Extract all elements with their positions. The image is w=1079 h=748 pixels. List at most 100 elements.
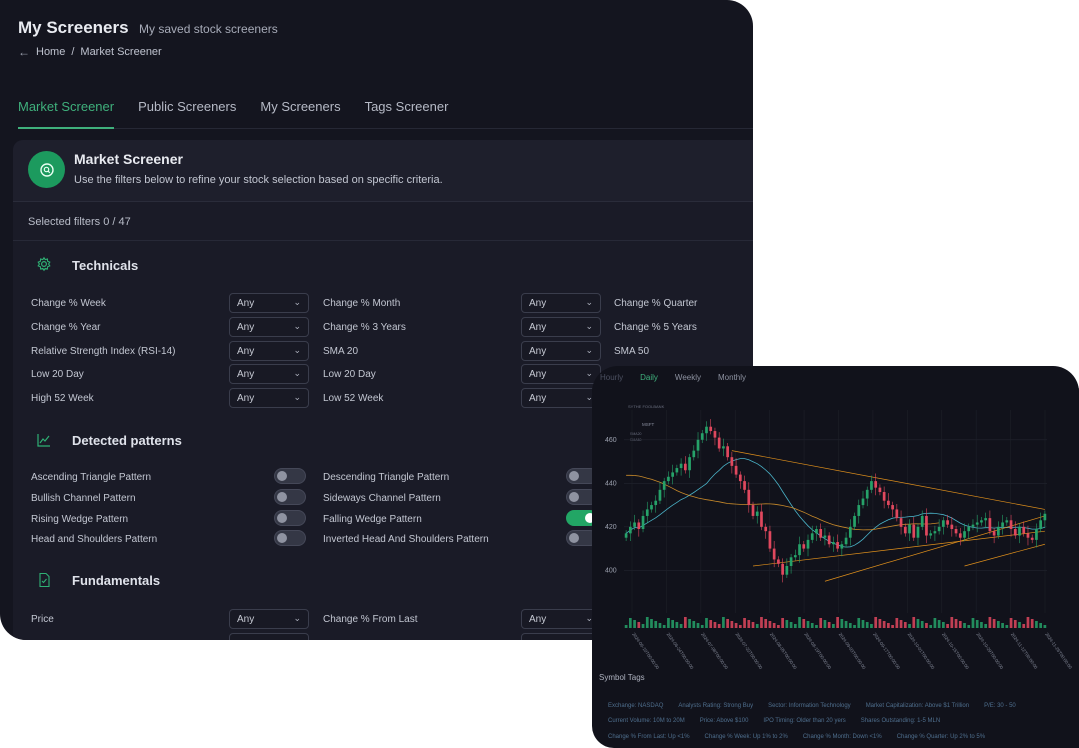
tag[interactable]: Change % Week: Up 1% to 2% bbox=[704, 734, 788, 740]
candle-body bbox=[1009, 520, 1013, 529]
tab-monthly[interactable]: Monthly bbox=[718, 373, 747, 382]
volume-bar bbox=[633, 620, 636, 628]
volume-bar bbox=[692, 621, 696, 628]
tab-weekly[interactable]: Weekly bbox=[674, 373, 701, 382]
candle-body bbox=[984, 518, 988, 521]
filter-select[interactable]: Any ⌄ bbox=[521, 293, 601, 313]
volume-bar bbox=[836, 617, 839, 628]
tab-tags-screener[interactable]: Tags Screener bbox=[364, 99, 449, 114]
tag[interactable]: Change % From Last: Up <1% bbox=[608, 734, 690, 740]
select-value: Any bbox=[529, 369, 547, 380]
filter-select[interactable]: ⌄ bbox=[229, 633, 309, 640]
breadcrumb-home[interactable]: Home bbox=[36, 46, 66, 58]
tag[interactable]: Current Volume: 10M to 20M bbox=[608, 718, 685, 724]
filter-select[interactable]: Any ⌄ bbox=[229, 388, 309, 408]
candle-body bbox=[916, 526, 920, 538]
candle-body bbox=[912, 524, 916, 538]
volume-bar bbox=[641, 624, 645, 628]
chevron-down-icon: ⌄ bbox=[293, 321, 301, 331]
volume-bar bbox=[1039, 623, 1043, 628]
volume-bar bbox=[751, 622, 755, 628]
tag[interactable]: Shares Outstanding: 1-5 MLN bbox=[860, 718, 941, 724]
select-value: Any bbox=[529, 298, 547, 309]
toggle-knob bbox=[585, 513, 595, 523]
chevron-down-icon: ⌄ bbox=[585, 613, 593, 623]
candle-body bbox=[1043, 513, 1047, 521]
pattern-toggle[interactable] bbox=[566, 530, 598, 546]
candle-body bbox=[768, 531, 772, 549]
volume-bar bbox=[734, 623, 738, 628]
symbol-tags-title: Symbol Tags bbox=[599, 673, 645, 682]
tag[interactable]: Sector: Information Technology bbox=[768, 703, 851, 709]
volume-bar bbox=[743, 618, 746, 628]
filter-select[interactable]: Any ⌄ bbox=[521, 388, 601, 408]
filter-select[interactable]: Any ⌄ bbox=[521, 609, 601, 629]
filter-select[interactable]: Any ⌄ bbox=[229, 293, 309, 313]
volume-bar bbox=[933, 618, 937, 628]
volume-bar bbox=[679, 624, 683, 628]
tags-row: Current Volume: 10M to 20M Price: Above $… bbox=[608, 718, 955, 724]
filter-select[interactable]: Any ⌄ bbox=[521, 341, 601, 361]
page-header: My Screeners My saved stock screeners bbox=[18, 18, 278, 38]
toggle-knob bbox=[277, 492, 287, 502]
back-arrow-icon[interactable]: ← bbox=[18, 45, 30, 59]
candle-body bbox=[662, 481, 666, 490]
filter-label: Price bbox=[31, 614, 54, 625]
filter-select[interactable]: Any ⌄ bbox=[229, 364, 309, 384]
volume-bar bbox=[857, 618, 861, 628]
tag[interactable]: Change % Month: Down <1% bbox=[802, 734, 882, 740]
volume-bar bbox=[980, 622, 983, 628]
filter-label: Change % 5 Years bbox=[614, 322, 697, 333]
chevron-down-icon: ⌄ bbox=[585, 368, 593, 378]
filter-label: Change % Week bbox=[31, 298, 106, 309]
filter-label: SMA 20 bbox=[323, 346, 359, 357]
candle-body bbox=[988, 518, 992, 532]
candle-body bbox=[700, 433, 704, 440]
filter-label: Relative Strength Index (RSI-14) bbox=[31, 346, 176, 357]
volume-bar bbox=[683, 617, 687, 628]
filter-select[interactable]: Any ⌄ bbox=[229, 317, 309, 337]
candle-body bbox=[853, 515, 856, 527]
filter-select[interactable]: ⌄ bbox=[521, 633, 601, 640]
fundamentals-title: Fundamentals bbox=[72, 573, 161, 588]
tag[interactable]: Market Capitalization: Above $1 Trillion bbox=[865, 703, 970, 709]
candle-body bbox=[1018, 526, 1021, 536]
filter-select[interactable]: Any ⌄ bbox=[521, 317, 601, 337]
tag[interactable]: Price: Above $100 bbox=[699, 718, 749, 724]
pattern-toggle[interactable] bbox=[274, 468, 306, 484]
candle-body bbox=[709, 426, 713, 432]
candle-body bbox=[671, 472, 674, 477]
tag[interactable]: IPO Timing: Older than 20 yers bbox=[763, 718, 846, 724]
candle-body bbox=[667, 476, 670, 482]
pattern-toggle-falling-wedge[interactable] bbox=[566, 510, 598, 526]
tag[interactable]: P/E: 30 - 50 bbox=[984, 703, 1016, 709]
candle-body bbox=[658, 489, 662, 501]
volume-bar bbox=[624, 625, 628, 628]
candle-body bbox=[734, 465, 738, 475]
tag[interactable]: Change % Quarter: Up 2% to 5% bbox=[896, 734, 986, 740]
candle-body bbox=[793, 555, 797, 558]
chevron-down-icon: ⌄ bbox=[293, 613, 301, 623]
volume-bar bbox=[705, 618, 708, 628]
candle-body bbox=[865, 489, 869, 499]
chevron-down-icon: ⌄ bbox=[293, 297, 301, 307]
tab-daily[interactable]: Daily bbox=[640, 373, 658, 389]
filter-select[interactable]: Any ⌄ bbox=[521, 364, 601, 384]
volume-bar bbox=[870, 624, 873, 628]
tag[interactable]: Analysts Rating: Strong Buy bbox=[678, 703, 754, 709]
candle-body bbox=[675, 468, 679, 473]
pattern-toggle[interactable] bbox=[274, 530, 306, 546]
pattern-toggle[interactable] bbox=[274, 489, 306, 505]
tab-market-screener[interactable]: Market Screener bbox=[18, 92, 115, 129]
select-value: Any bbox=[237, 346, 255, 357]
tab-hourly[interactable]: Hourly bbox=[600, 373, 624, 382]
filter-select[interactable]: Any ⌄ bbox=[229, 341, 309, 361]
filter-select[interactable]: Any ⌄ bbox=[229, 609, 309, 629]
trendline bbox=[824, 515, 1045, 582]
patterns-title: Detected patterns bbox=[72, 433, 182, 448]
pattern-toggle[interactable] bbox=[274, 510, 306, 526]
tab-my-screeners[interactable]: My Screeners bbox=[260, 99, 341, 114]
tab-public-screeners[interactable]: Public Screeners bbox=[138, 99, 237, 114]
tag[interactable]: Exchange: NASDAQ bbox=[608, 703, 664, 709]
